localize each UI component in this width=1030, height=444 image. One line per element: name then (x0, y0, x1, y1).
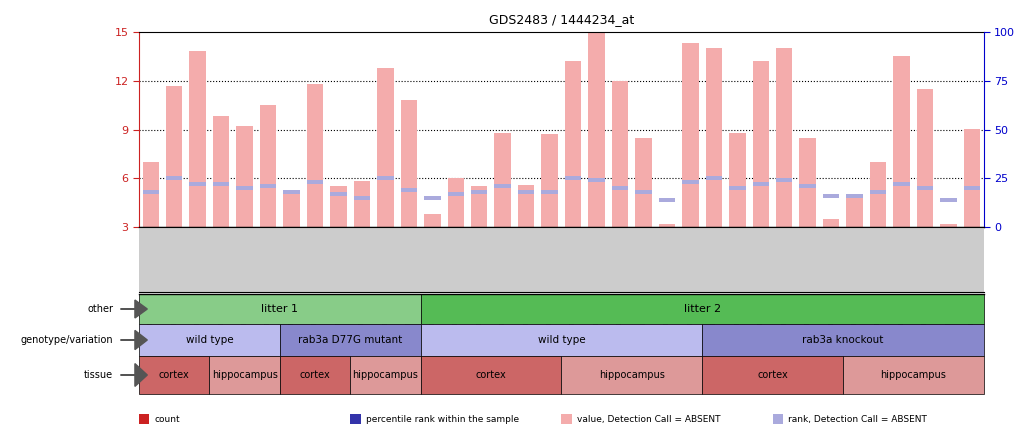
Bar (190, 52, 206, 227)
Text: rank, Detection Call = ABSENT: rank, Detection Call = ABSENT (788, 415, 927, 424)
Bar (799, 184, 816, 188)
Bar (494, 133, 511, 227)
Text: cortex: cortex (476, 370, 507, 380)
Bar (706, 48, 722, 227)
Bar (659, 224, 675, 227)
Bar (870, 162, 886, 227)
Text: litter 2: litter 2 (684, 304, 721, 314)
Bar (424, 214, 441, 227)
Text: hippocampus: hippocampus (352, 370, 418, 380)
Bar (917, 186, 933, 190)
Bar (564, 176, 581, 180)
Bar (518, 185, 535, 227)
Bar (213, 182, 230, 186)
Text: rab3a D77G mutant: rab3a D77G mutant (298, 335, 403, 345)
Bar (776, 48, 792, 227)
Bar (353, 196, 370, 200)
Bar (823, 194, 839, 198)
Bar (753, 61, 769, 227)
Bar (917, 89, 933, 227)
Text: GDS2483 / 1444234_at: GDS2483 / 1444234_at (488, 13, 634, 26)
Bar (612, 81, 628, 227)
Text: count: count (154, 415, 180, 424)
Bar (636, 190, 652, 194)
Bar (612, 186, 628, 190)
Bar (283, 190, 300, 227)
Text: cortex: cortex (757, 370, 788, 380)
Bar (260, 184, 276, 188)
Bar (401, 100, 417, 227)
Bar (753, 182, 769, 186)
Bar (283, 190, 300, 194)
Bar (964, 186, 981, 190)
Bar (706, 176, 722, 180)
Text: wild type: wild type (538, 335, 585, 345)
Bar (588, 178, 605, 182)
Text: other: other (88, 304, 113, 314)
Bar (799, 138, 816, 227)
Bar (729, 186, 746, 190)
Bar (588, 32, 605, 227)
Bar (636, 138, 652, 227)
Bar (377, 176, 393, 180)
Bar (564, 61, 581, 227)
Bar (542, 190, 558, 194)
Bar (518, 190, 535, 194)
Bar (377, 68, 393, 227)
Bar (823, 219, 839, 227)
Bar (166, 176, 182, 180)
Bar (331, 192, 347, 196)
Text: value, Detection Call = ABSENT: value, Detection Call = ABSENT (577, 415, 720, 424)
Bar (448, 192, 464, 196)
Bar (401, 188, 417, 192)
Text: cortex: cortex (300, 370, 331, 380)
Text: genotype/variation: genotype/variation (21, 335, 113, 345)
Bar (940, 198, 957, 202)
Bar (142, 162, 159, 227)
Bar (940, 224, 957, 227)
Bar (682, 180, 698, 184)
Text: wild type: wild type (185, 335, 233, 345)
Text: rab3a knockout: rab3a knockout (802, 335, 884, 345)
Bar (893, 56, 909, 227)
Bar (166, 86, 182, 227)
Bar (870, 190, 886, 194)
Bar (142, 190, 159, 194)
Text: cortex: cortex (159, 370, 190, 380)
Bar (307, 180, 323, 184)
Text: hippocampus: hippocampus (881, 370, 947, 380)
Bar (471, 190, 487, 194)
Bar (776, 178, 792, 182)
Bar (190, 182, 206, 186)
Bar (237, 126, 252, 227)
Bar (659, 198, 675, 202)
Bar (353, 182, 370, 227)
Text: hippocampus: hippocampus (598, 370, 664, 380)
Bar (542, 135, 558, 227)
Bar (494, 184, 511, 188)
Text: hippocampus: hippocampus (212, 370, 277, 380)
Bar (471, 186, 487, 227)
Bar (964, 130, 981, 227)
Bar (893, 182, 909, 186)
Text: percentile rank within the sample: percentile rank within the sample (366, 415, 519, 424)
Bar (237, 186, 252, 190)
Bar (424, 196, 441, 200)
Bar (682, 44, 698, 227)
Bar (729, 133, 746, 227)
Bar (307, 84, 323, 227)
Bar (847, 194, 863, 227)
Text: litter 1: litter 1 (262, 304, 299, 314)
Bar (260, 105, 276, 227)
Text: tissue: tissue (84, 370, 113, 380)
Bar (448, 178, 464, 227)
Bar (331, 186, 347, 227)
Bar (847, 194, 863, 198)
Bar (213, 116, 230, 227)
